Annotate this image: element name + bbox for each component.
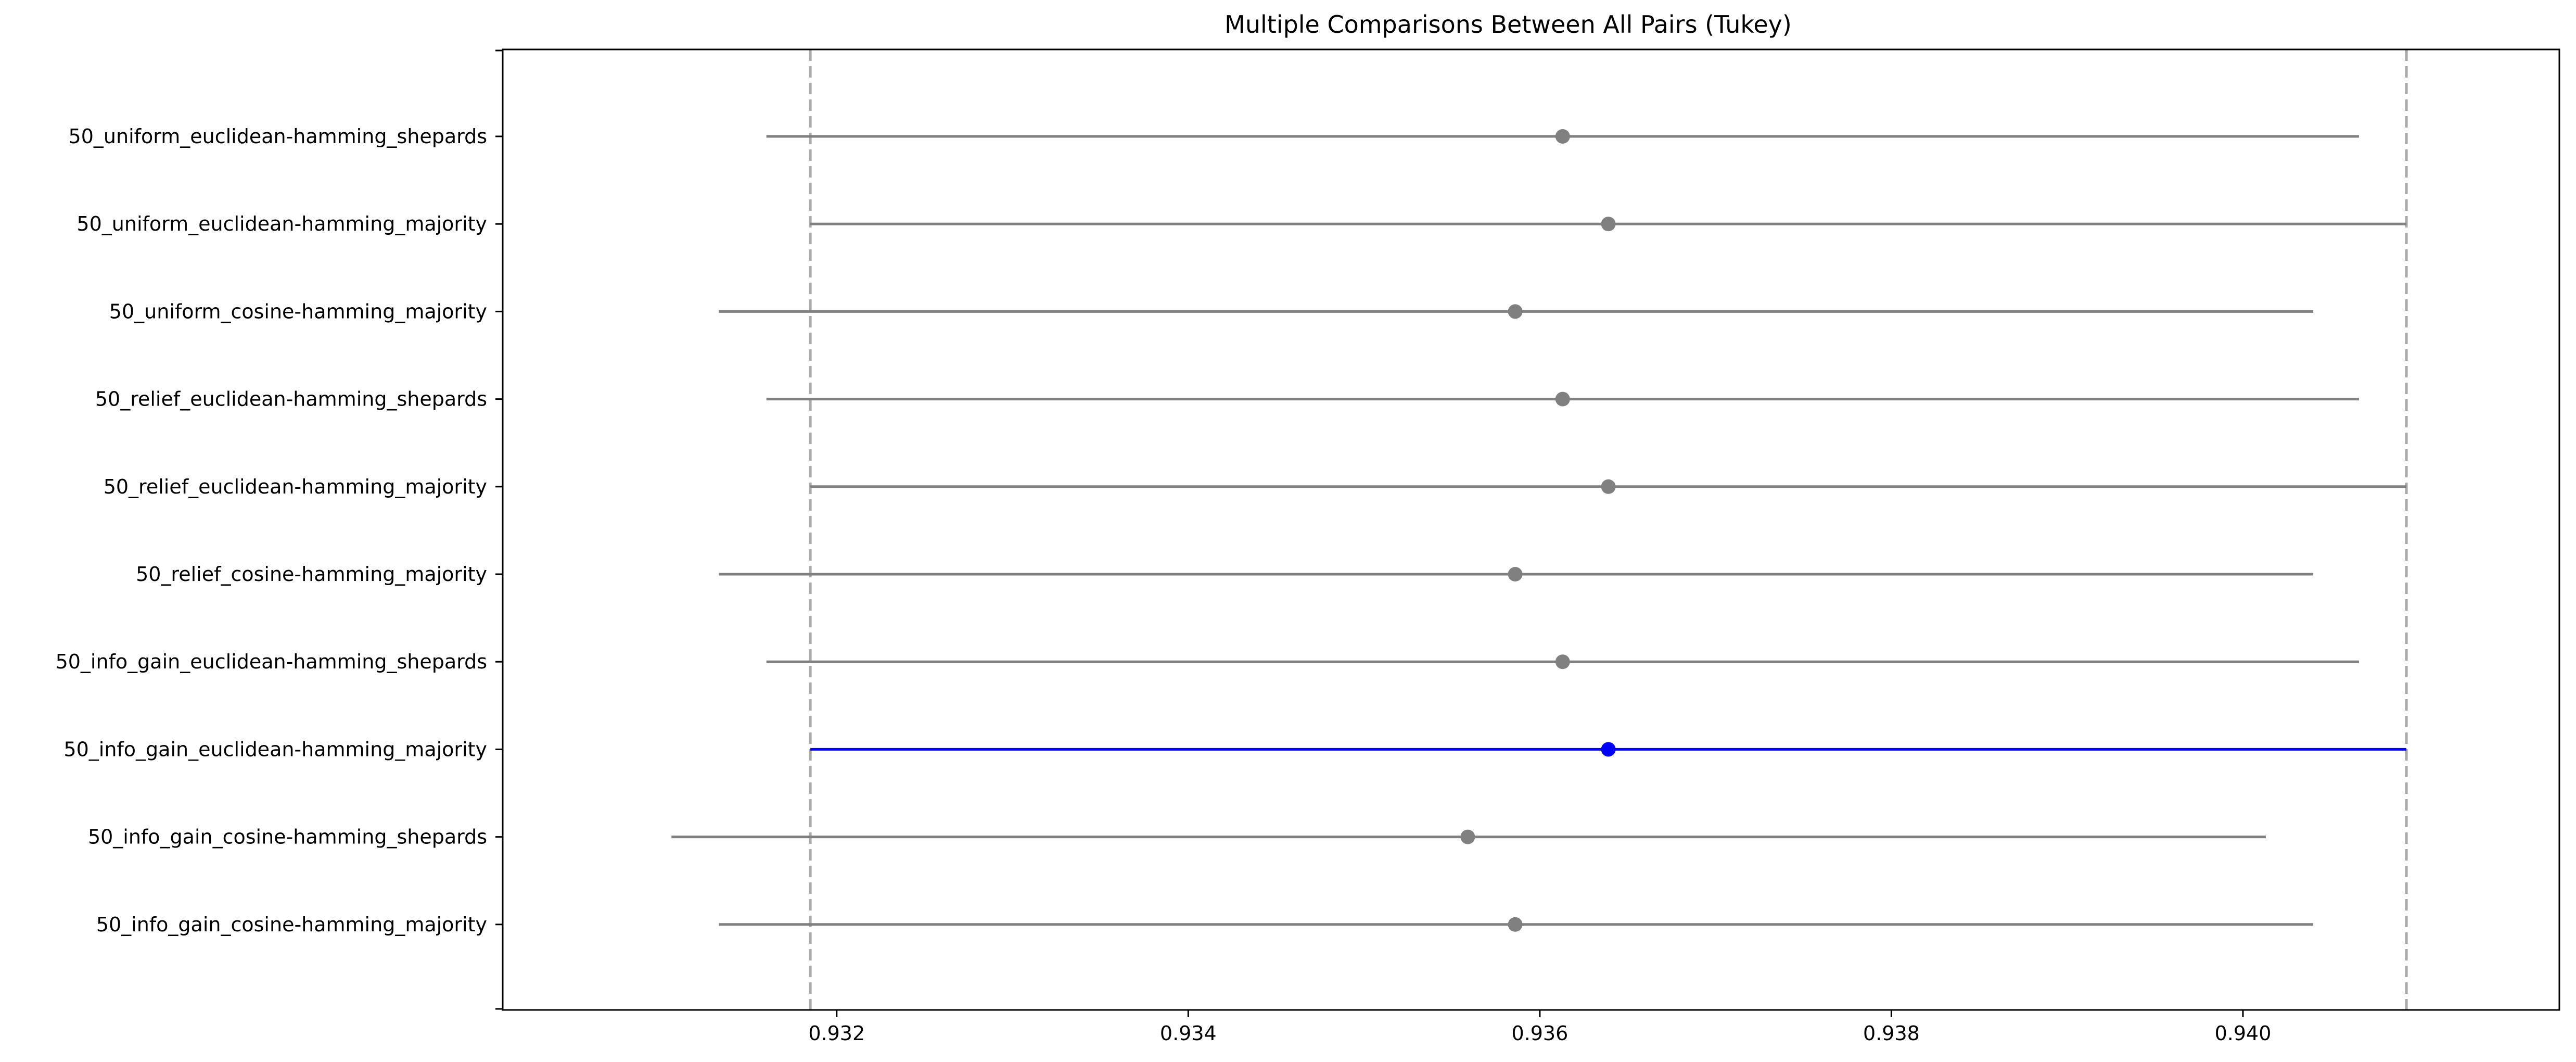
y-tick-label: 50_uniform_euclidean-hamming_majority bbox=[76, 212, 487, 235]
mean-marker bbox=[1601, 217, 1616, 232]
plot-area: 50_uniform_euclidean-hamming_shepards 50_… bbox=[56, 48, 2560, 1045]
mean-marker bbox=[1555, 654, 1570, 669]
x-tick-label: 0.932 bbox=[808, 1022, 865, 1045]
y-tick-label: 50_info_gain_euclidean-hamming_majority bbox=[63, 738, 487, 761]
mean-marker bbox=[1508, 917, 1523, 932]
y-tick-label: 50_relief_euclidean-hamming_shepards bbox=[95, 388, 487, 411]
mean-marker bbox=[1508, 567, 1523, 581]
chart-title: Multiple Comparisons Between All Pairs (… bbox=[1225, 10, 1792, 39]
y-tick-label: 50_info_gain_cosine-hamming_majority bbox=[96, 913, 487, 936]
x-tick-label: 0.940 bbox=[2215, 1022, 2272, 1045]
mean-marker bbox=[1460, 829, 1475, 844]
y-tick-label: 50_info_gain_cosine-hamming_shepards bbox=[88, 826, 487, 849]
mean-marker bbox=[1508, 304, 1523, 319]
mean-marker bbox=[1601, 742, 1616, 757]
x-tick-label: 0.938 bbox=[1863, 1022, 1920, 1045]
y-tick-label: 50_relief_cosine-hamming_majority bbox=[136, 563, 487, 586]
mean-marker bbox=[1555, 129, 1570, 144]
y-tick-label: 50_relief_euclidean-hamming_majority bbox=[104, 475, 487, 498]
y-tick-label: 50_uniform_cosine-hamming_majority bbox=[109, 300, 487, 323]
mean-marker bbox=[1555, 391, 1570, 407]
axes-frame bbox=[502, 48, 2560, 1011]
y-tick-label: 50_uniform_euclidean-hamming_shepards bbox=[69, 125, 487, 148]
y-tick-label: 50_info_gain_euclidean-hamming_shepards bbox=[56, 650, 487, 673]
x-tick-label: 0.934 bbox=[1160, 1022, 1217, 1045]
mean-marker bbox=[1601, 479, 1616, 494]
x-tick-label: 0.936 bbox=[1511, 1022, 1568, 1045]
